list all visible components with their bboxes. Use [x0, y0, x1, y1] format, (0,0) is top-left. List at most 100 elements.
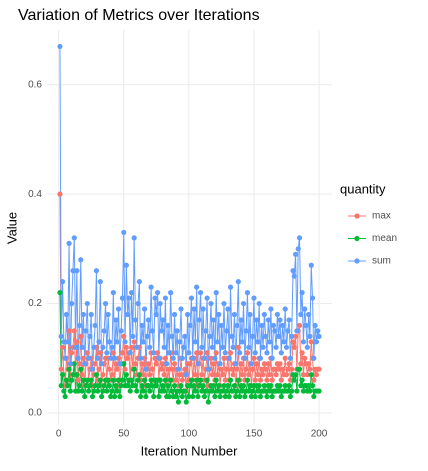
data-point — [157, 377, 163, 383]
data-point — [233, 393, 239, 400]
data-point — [209, 372, 215, 378]
data-point — [213, 350, 219, 356]
data-point — [145, 383, 152, 389]
data-point — [227, 284, 234, 290]
data-point — [299, 377, 305, 383]
data-point — [289, 333, 295, 339]
data-point — [199, 344, 205, 350]
data-point — [75, 377, 81, 383]
data-point — [291, 377, 297, 383]
data-point — [156, 355, 162, 361]
data-point — [195, 361, 201, 367]
data-point — [290, 339, 296, 345]
data-point — [306, 311, 312, 318]
data-point — [192, 372, 198, 378]
data-point — [71, 328, 77, 334]
data-point — [200, 306, 206, 312]
data-point — [286, 361, 292, 367]
data-point — [188, 377, 195, 383]
data-point — [164, 361, 170, 367]
data-point — [264, 350, 270, 356]
data-point — [157, 300, 163, 307]
data-point — [71, 235, 77, 241]
data-point — [210, 383, 217, 389]
data-point — [80, 377, 86, 383]
x-tick-label: 100 — [181, 429, 198, 440]
data-point — [309, 383, 316, 389]
data-point — [260, 344, 266, 350]
data-point — [125, 383, 131, 389]
data-point — [78, 257, 84, 263]
data-point — [175, 399, 182, 405]
data-point — [299, 350, 305, 356]
data-point — [110, 290, 116, 296]
data-point — [186, 393, 192, 400]
data-point — [201, 355, 208, 361]
data-point — [205, 366, 211, 372]
data-point — [243, 366, 249, 372]
data-point — [179, 377, 185, 383]
data-point — [162, 377, 169, 383]
data-point — [177, 372, 183, 378]
data-point — [70, 268, 76, 274]
data-point — [200, 383, 206, 389]
data-point — [162, 355, 169, 361]
data-point — [92, 383, 98, 389]
data-point — [316, 366, 322, 372]
data-point — [220, 344, 226, 350]
data-point — [209, 344, 215, 350]
data-point — [264, 377, 270, 383]
data-point — [84, 350, 90, 356]
data-point — [307, 388, 313, 394]
data-point — [155, 350, 161, 356]
data-point — [69, 377, 75, 383]
data-point — [233, 361, 239, 367]
data-point — [85, 355, 92, 361]
data-point — [165, 366, 171, 372]
data-point — [177, 388, 183, 394]
data-point — [168, 377, 174, 383]
x-tick-label: 200 — [311, 429, 328, 440]
data-point — [246, 388, 252, 394]
data-point — [151, 350, 157, 356]
data-point — [238, 361, 244, 367]
data-point — [278, 377, 284, 383]
data-point — [131, 235, 137, 241]
data-point — [194, 377, 200, 383]
data-point — [134, 344, 140, 350]
data-point — [76, 383, 83, 389]
data-point — [141, 306, 148, 312]
data-point — [131, 366, 137, 372]
data-point — [246, 344, 252, 350]
data-point — [282, 355, 288, 361]
data-point — [222, 350, 228, 356]
data-point — [72, 344, 79, 350]
data-point — [65, 383, 71, 389]
data-point — [221, 300, 227, 307]
data-point — [261, 383, 267, 389]
data-point — [222, 377, 228, 383]
data-point — [119, 350, 126, 356]
data-point — [289, 388, 295, 394]
data-point — [171, 383, 178, 389]
data-point — [238, 317, 244, 323]
data-point — [171, 311, 178, 318]
legend-label: sum — [372, 256, 391, 267]
data-point — [230, 388, 236, 394]
data-point — [59, 279, 66, 285]
data-point — [179, 355, 185, 361]
data-point — [165, 383, 171, 389]
data-point — [197, 350, 204, 356]
data-point — [158, 328, 165, 334]
data-point — [74, 339, 80, 345]
data-point — [147, 388, 153, 394]
data-point — [276, 333, 282, 339]
data-point — [153, 311, 159, 318]
data-point — [114, 366, 120, 372]
data-point — [168, 290, 174, 296]
data-point — [141, 355, 148, 361]
data-point — [69, 350, 75, 356]
x-tick-label: 0 — [56, 429, 62, 440]
data-point — [63, 311, 70, 318]
data-point — [270, 322, 277, 329]
